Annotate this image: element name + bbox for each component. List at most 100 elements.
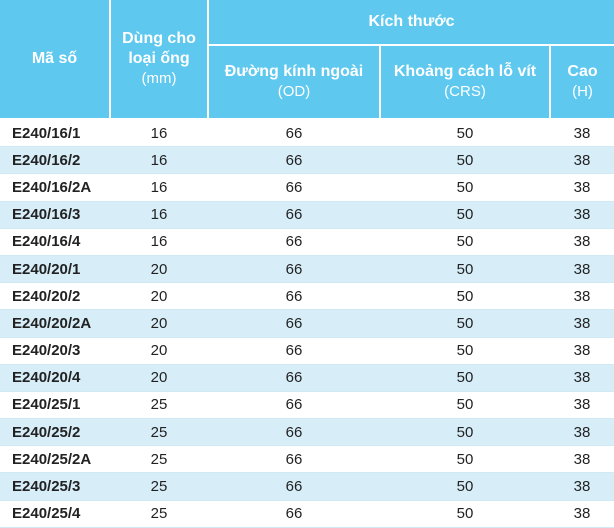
table-row: E240/25/2A 25 66 50 38 xyxy=(0,445,614,474)
table-row: E240/16/2A 16 66 50 38 xyxy=(0,173,614,202)
cell-h: 38 xyxy=(550,146,614,175)
cell-od: 66 xyxy=(208,228,380,256)
header-od-unit: (OD) xyxy=(277,83,311,100)
header-code: Mã số xyxy=(0,0,111,120)
cell-code: E240/25/1 xyxy=(0,391,110,420)
header-od-label: Đường kính ngoài xyxy=(224,63,364,80)
header-h: Cao (H) xyxy=(550,45,614,120)
cell-code: E240/20/4 xyxy=(0,364,110,392)
cell-h: 38 xyxy=(550,391,614,420)
cell-od: 66 xyxy=(208,309,380,338)
header-od: Đường kính ngoài (OD) xyxy=(208,45,381,120)
cell-code: E240/16/2 xyxy=(0,146,110,175)
cell-pipe: 25 xyxy=(110,391,208,420)
table-row: E240/20/2 20 66 50 38 xyxy=(0,282,614,311)
header-h-label: Cao xyxy=(567,63,598,80)
header-crs-label: Khoảng cách lỗ vít xyxy=(393,63,537,80)
cell-h: 38 xyxy=(550,309,614,338)
table-row: E240/16/3 16 66 50 38 xyxy=(0,201,614,229)
cell-code: E240/25/3 xyxy=(0,472,110,501)
cell-code: E240/25/2 xyxy=(0,418,110,447)
cell-h: 38 xyxy=(550,201,614,229)
cell-h: 38 xyxy=(550,173,614,202)
cell-h: 38 xyxy=(550,445,614,474)
cell-crs: 50 xyxy=(380,445,550,474)
cell-od: 66 xyxy=(208,445,380,474)
cell-pipe: 20 xyxy=(110,282,208,311)
cell-code: E240/16/3 xyxy=(0,201,110,229)
cell-pipe: 20 xyxy=(110,309,208,338)
table-header: Mã số Dùng cho loại ống (mm) Kích thước … xyxy=(0,0,614,120)
cell-od: 66 xyxy=(208,119,380,148)
header-h-unit: (H) xyxy=(572,83,593,100)
table-row: E240/16/1 16 66 50 38 xyxy=(0,119,614,148)
cell-od: 66 xyxy=(208,337,380,365)
cell-h: 38 xyxy=(550,282,614,311)
table-row: E240/20/4 20 66 50 38 xyxy=(0,364,614,392)
header-dimensions-label: Kích thước xyxy=(368,13,455,30)
cell-code: E240/16/1 xyxy=(0,119,110,148)
cell-code: E240/25/4 xyxy=(0,500,110,528)
cell-h: 38 xyxy=(550,119,614,148)
table-row: E240/20/2A 20 66 50 38 xyxy=(0,309,614,338)
cell-h: 38 xyxy=(550,472,614,501)
cell-pipe: 20 xyxy=(110,337,208,365)
header-pipe-unit: (mm) xyxy=(141,70,177,87)
cell-crs: 50 xyxy=(380,418,550,447)
cell-pipe: 16 xyxy=(110,201,208,229)
cell-od: 66 xyxy=(208,201,380,229)
cell-od: 66 xyxy=(208,472,380,501)
cell-pipe: 16 xyxy=(110,146,208,175)
cell-crs: 50 xyxy=(380,472,550,501)
table-row: E240/16/2 16 66 50 38 xyxy=(0,146,614,175)
cell-code: E240/20/2A xyxy=(0,309,110,338)
cell-crs: 50 xyxy=(380,282,550,311)
cell-crs: 50 xyxy=(380,146,550,175)
cell-h: 38 xyxy=(550,337,614,365)
cell-crs: 50 xyxy=(380,500,550,528)
cell-pipe: 16 xyxy=(110,228,208,256)
cell-pipe: 20 xyxy=(110,255,208,284)
cell-pipe: 25 xyxy=(110,500,208,528)
cell-code: E240/20/3 xyxy=(0,337,110,365)
cell-od: 66 xyxy=(208,500,380,528)
cell-od: 66 xyxy=(208,391,380,420)
cell-code: E240/20/1 xyxy=(0,255,110,284)
cell-crs: 50 xyxy=(380,391,550,420)
cell-od: 66 xyxy=(208,364,380,392)
cell-od: 66 xyxy=(208,146,380,175)
table-row: E240/20/1 20 66 50 38 xyxy=(0,255,614,284)
cell-crs: 50 xyxy=(380,337,550,365)
cell-od: 66 xyxy=(208,173,380,202)
cell-od: 66 xyxy=(208,418,380,447)
header-pipe-line1: Dùng cho xyxy=(122,30,196,47)
cell-code: E240/20/2 xyxy=(0,282,110,311)
table-row: E240/25/4 25 66 50 38 xyxy=(0,500,614,528)
cell-crs: 50 xyxy=(380,201,550,229)
cell-h: 38 xyxy=(550,418,614,447)
cell-pipe: 16 xyxy=(110,173,208,202)
table-row: E240/16/4 16 66 50 38 xyxy=(0,228,614,256)
header-crs: Khoảng cách lỗ vít (CRS) xyxy=(380,45,551,120)
header-pipe-line2: loại ống xyxy=(128,50,190,67)
cell-crs: 50 xyxy=(380,119,550,148)
header-pipe: Dùng cho loại ống (mm) xyxy=(110,0,209,120)
cell-h: 38 xyxy=(550,228,614,256)
cell-h: 38 xyxy=(550,500,614,528)
cell-crs: 50 xyxy=(380,309,550,338)
header-crs-unit: (CRS) xyxy=(444,83,486,100)
table-row: E240/25/2 25 66 50 38 xyxy=(0,418,614,447)
table-row: E240/25/3 25 66 50 38 xyxy=(0,472,614,501)
cell-pipe: 25 xyxy=(110,472,208,501)
cell-h: 38 xyxy=(550,255,614,284)
cell-crs: 50 xyxy=(380,255,550,284)
header-dimensions: Kích thước xyxy=(208,0,614,46)
cell-pipe: 25 xyxy=(110,418,208,447)
table-row: E240/20/3 20 66 50 38 xyxy=(0,337,614,365)
cell-od: 66 xyxy=(208,255,380,284)
cell-od: 66 xyxy=(208,282,380,311)
cell-crs: 50 xyxy=(380,364,550,392)
cell-pipe: 16 xyxy=(110,119,208,148)
cell-pipe: 25 xyxy=(110,445,208,474)
